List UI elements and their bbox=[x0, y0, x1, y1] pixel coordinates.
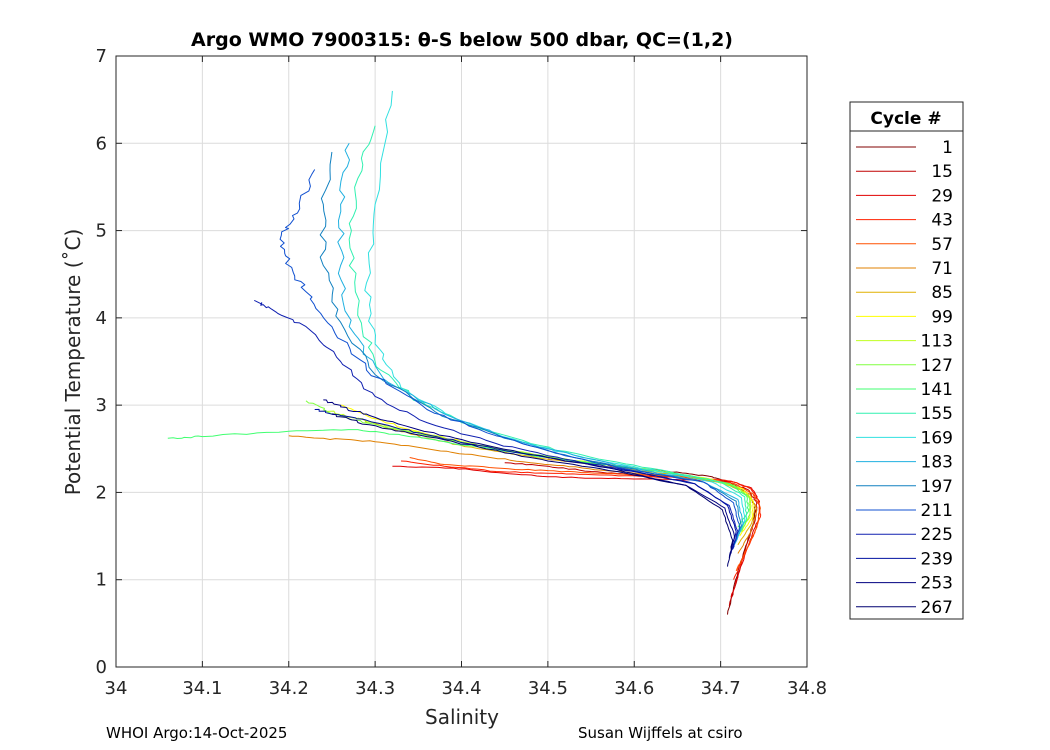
legend-label: 99 bbox=[931, 307, 953, 327]
series-line-cycle-197 bbox=[319, 151, 742, 546]
legend-label: 29 bbox=[931, 186, 953, 206]
legend-label: 183 bbox=[921, 453, 953, 473]
legend-label: 71 bbox=[931, 259, 953, 279]
x-tick-label: 34.5 bbox=[528, 678, 568, 699]
x-axis-label: Salinity bbox=[425, 705, 499, 729]
series-line-cycle-15 bbox=[504, 462, 758, 606]
legend: Cycle # 1 15 29 43 57 71 85 99 113 127 141 155 169 18… bbox=[849, 101, 964, 620]
legend-label: 239 bbox=[921, 549, 953, 569]
y-tick-label: 3 bbox=[96, 395, 107, 416]
legend-label: 155 bbox=[921, 404, 953, 424]
x-tick-label: 34.2 bbox=[269, 678, 309, 699]
series-line-cycle-71 bbox=[288, 435, 758, 554]
x-tick-label: 34.1 bbox=[182, 678, 222, 699]
chart-title: Argo WMO 7900315: θ-S below 500 dbar, QC… bbox=[191, 29, 733, 51]
y-tick-label: 6 bbox=[96, 133, 107, 154]
legend-label: 169 bbox=[921, 428, 953, 448]
legend-label: 43 bbox=[931, 211, 953, 231]
ticks: 34 34.1 34.2 34.3 34.4 34.5 34.6 34.7 34.8012345… bbox=[96, 46, 827, 699]
series-line-cycle-211 bbox=[279, 169, 741, 550]
legend-label: 57 bbox=[931, 235, 953, 255]
series-line-cycle-29 bbox=[392, 465, 761, 598]
series-line-cycle-267 bbox=[331, 413, 734, 567]
y-tick-label: 0 bbox=[96, 657, 107, 678]
legend-box bbox=[849, 101, 964, 620]
footer-credit-left: WHOI Argo:14-Oct-2025 bbox=[106, 724, 288, 742]
legend-title: Cycle # bbox=[870, 109, 941, 129]
x-tick-label: 34.8 bbox=[787, 678, 827, 699]
footer-credit-right: Susan Wijffels at csiro bbox=[578, 724, 743, 742]
legend-label: 211 bbox=[921, 501, 953, 521]
y-axis-label: Potential Temperature (˚C) bbox=[61, 229, 85, 496]
legend-label: 1 bbox=[942, 138, 953, 158]
grid bbox=[116, 56, 807, 667]
series-line-cycle-239 bbox=[314, 408, 737, 554]
series-layer bbox=[167, 90, 762, 615]
series-line-cycle-141 bbox=[167, 429, 750, 528]
legend-label: 85 bbox=[931, 283, 953, 303]
legend-label: 141 bbox=[921, 380, 953, 400]
y-tick-label: 2 bbox=[96, 482, 107, 503]
x-tick-label: 34.7 bbox=[701, 678, 741, 699]
legend-label: 267 bbox=[921, 598, 953, 618]
x-tick-label: 34.4 bbox=[441, 678, 481, 699]
x-tick-label: 34 bbox=[105, 678, 128, 699]
legend-label: 15 bbox=[931, 162, 953, 182]
legend-label: 253 bbox=[921, 574, 953, 594]
legend-entries: 1 15 29 43 57 71 85 99 113 127 141 155 169 183 197 211 2… bbox=[856, 138, 953, 618]
legend-label: 113 bbox=[921, 332, 953, 352]
series-line-cycle-85 bbox=[357, 417, 756, 546]
legend-label: 127 bbox=[921, 356, 953, 376]
legend-label: 225 bbox=[921, 525, 953, 545]
series-line-cycle-253 bbox=[323, 399, 735, 558]
y-tick-label: 7 bbox=[96, 46, 107, 67]
legend-label: 197 bbox=[921, 477, 953, 497]
y-tick-label: 5 bbox=[96, 221, 107, 242]
y-tick-label: 4 bbox=[96, 308, 107, 329]
x-tick-label: 34.3 bbox=[355, 678, 395, 699]
x-tick-label: 34.6 bbox=[614, 678, 654, 699]
series-line-cycle-225 bbox=[254, 299, 739, 554]
series-line-cycle-127 bbox=[305, 400, 751, 532]
series-line-cycle-155 bbox=[348, 125, 748, 537]
y-tick-label: 1 bbox=[96, 570, 107, 591]
